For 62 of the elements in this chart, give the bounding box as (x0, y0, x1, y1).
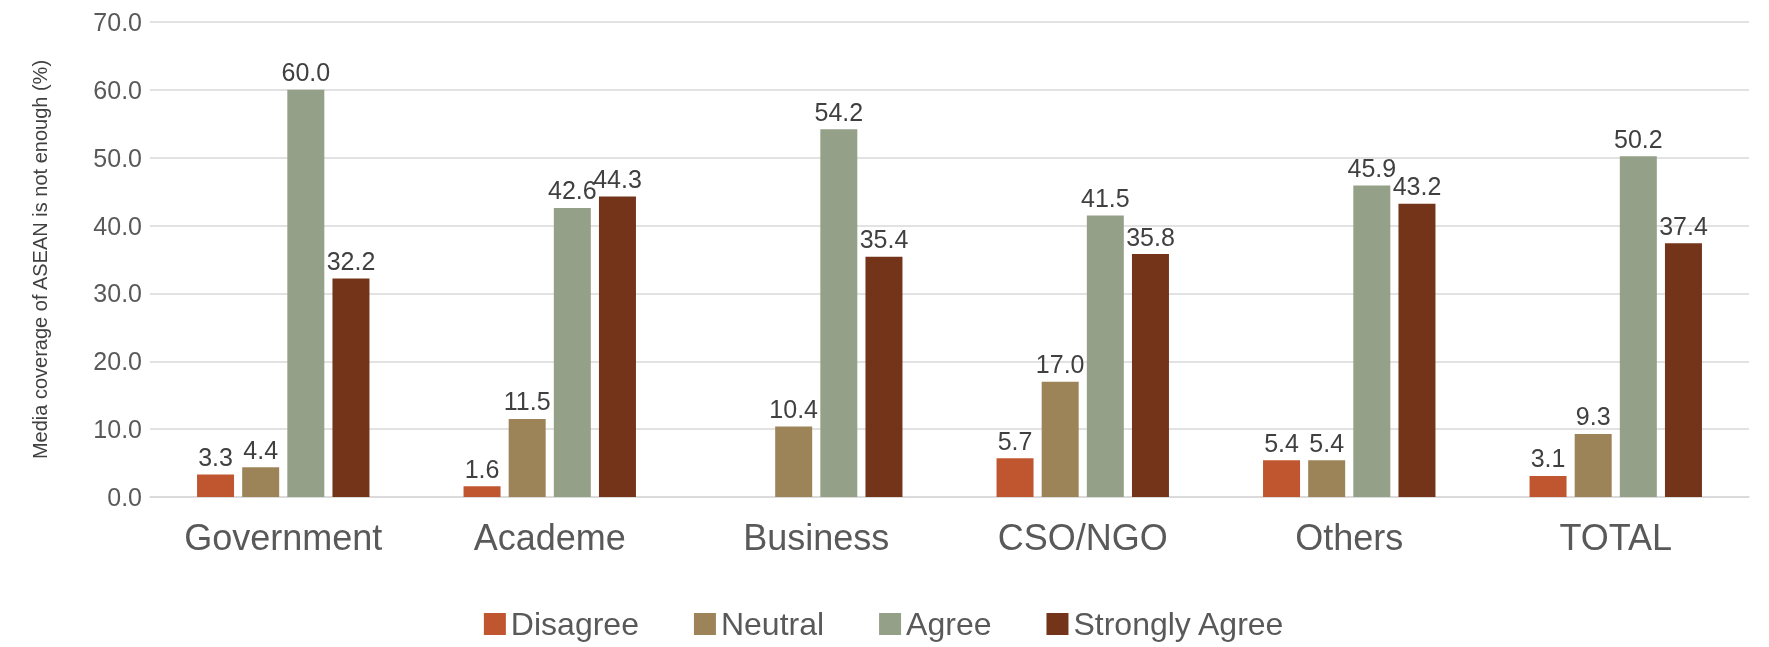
data-label: 50.2 (1613, 124, 1663, 153)
data-label: 3.1 (1530, 444, 1566, 473)
data-label: 45.9 (1347, 154, 1397, 183)
data-label: 4.4 (243, 435, 279, 464)
y-tick-label: 20.0 (93, 347, 142, 376)
data-label: 5.4 (1309, 428, 1345, 457)
data-label: 54.2 (814, 97, 864, 126)
y-tick-label: 60.0 (93, 75, 142, 104)
data-label: 5.7 (997, 426, 1033, 455)
x-tick-label: Academe (473, 516, 626, 558)
bar (463, 486, 501, 497)
data-label: 1.6 (464, 454, 500, 483)
legend-label: Neutral (720, 606, 825, 642)
legend-label: Disagree (510, 606, 639, 642)
bar (332, 278, 370, 497)
y-tick-label: 10.0 (93, 415, 142, 444)
bar (1308, 460, 1346, 497)
bar (1574, 433, 1612, 497)
data-label: 11.5 (503, 387, 551, 416)
data-label: 10.4 (769, 394, 819, 423)
bar (1263, 460, 1301, 497)
bar (1041, 381, 1079, 497)
legend-label: Strongly Agree (1073, 606, 1284, 642)
legend-label: Agree (906, 606, 992, 642)
bar (553, 207, 591, 497)
bar (1619, 156, 1657, 497)
bar (996, 458, 1034, 497)
y-tick-label: 0.0 (107, 483, 142, 511)
x-tick-label: Others (1295, 516, 1404, 558)
bar (1131, 254, 1169, 497)
data-label: 41.5 (1080, 183, 1130, 212)
data-label: 32.2 (326, 247, 376, 275)
x-tick-label: Government (184, 516, 383, 558)
bar (242, 467, 280, 497)
bar (287, 89, 325, 497)
x-tick-label: TOTAL (1559, 516, 1673, 558)
bar (1529, 475, 1567, 497)
data-label: 3.3 (198, 443, 233, 472)
bar (820, 129, 858, 497)
bar (1664, 243, 1702, 497)
y-axis-title: Media coverage of ASEAN is not enough (%) (29, 59, 51, 460)
y-tick-label: 30.0 (93, 279, 142, 308)
bar (1398, 203, 1436, 497)
data-label: 35.8 (1126, 222, 1175, 251)
y-tick-label: 40.0 (93, 211, 142, 240)
bar (1086, 215, 1124, 497)
bar (865, 256, 903, 497)
data-label: 9.3 (1575, 402, 1611, 431)
data-label: 5.4 (1264, 428, 1300, 457)
data-label: 37.4 (1659, 211, 1708, 240)
bar (197, 474, 235, 497)
x-tick-label: Business (743, 516, 890, 558)
bar (1353, 185, 1391, 497)
data-label: 17.0 (1035, 350, 1085, 379)
y-tick-label: 50.0 (93, 143, 142, 172)
x-tick-label: CSO/NGO (997, 516, 1168, 558)
bar (775, 426, 813, 497)
y-tick-label: 70.0 (93, 8, 142, 36)
bar (508, 418, 546, 497)
data-label: 35.4 (859, 225, 909, 254)
bar (598, 196, 636, 497)
data-label: 60.0 (281, 58, 331, 87)
